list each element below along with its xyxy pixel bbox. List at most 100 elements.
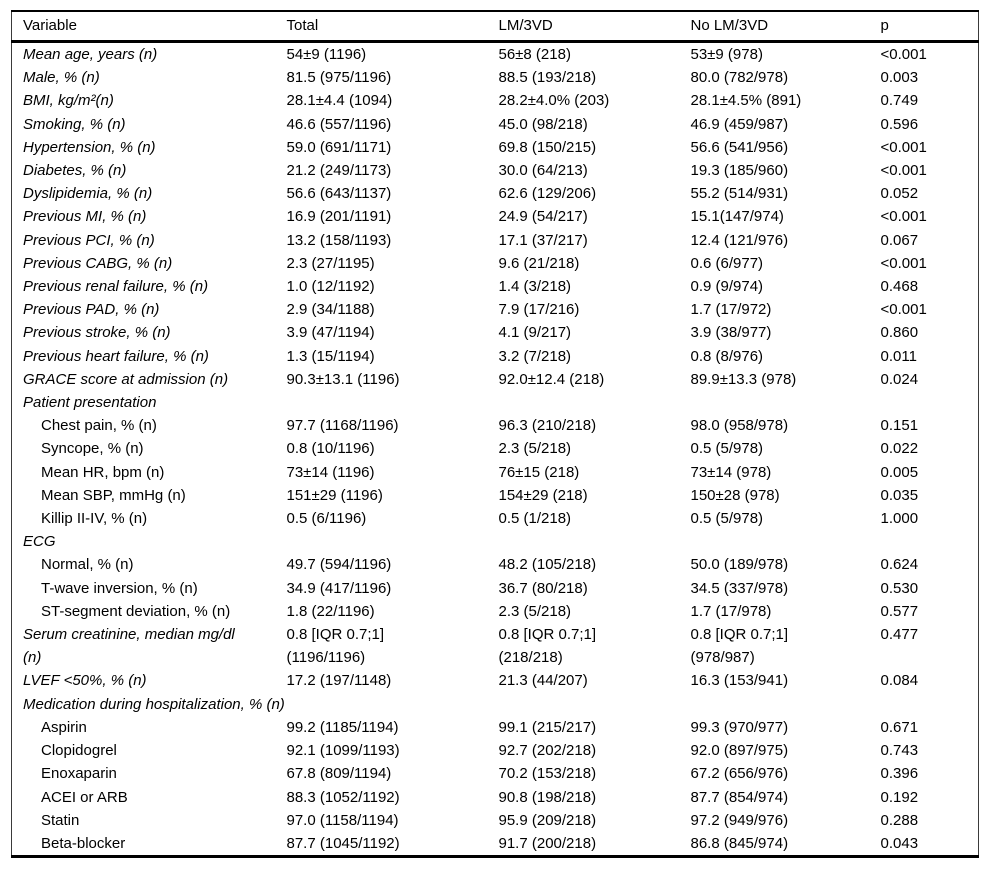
table-row: Aspirin 99.2 (1185/1194) 99.1 (215/217) … xyxy=(12,716,979,739)
total-cell: 1.0 (12/1192) xyxy=(286,278,375,296)
p-cell: 0.624 xyxy=(880,556,919,574)
table-row: Syncope, % (n) 0.8 (10/1196) 2.3 (5/218)… xyxy=(12,437,979,460)
table-row: Beta-blocker 87.7 (1045/1192) 91.7 (200/… xyxy=(11,832,979,857)
p-cell: 1.000 xyxy=(880,510,919,528)
total-cell: 99.2 (1185/1194) xyxy=(286,718,399,736)
total-cell: 54±9 (1196) xyxy=(286,46,367,63)
variable-cell: Clopidogrel xyxy=(41,742,117,760)
p-cell: <0.001 xyxy=(880,46,927,63)
lm3vd-cell: 7.9 (17/216) xyxy=(498,301,580,319)
table-row: Medication during hospitalization, % (n) xyxy=(12,693,979,716)
no-lm3vd-cell: 34.5 (337/978) xyxy=(690,579,789,597)
total-cell: 56.6 (643/1137) xyxy=(286,185,392,203)
total-cell: 49.7 (594/1196) xyxy=(286,556,392,574)
no-lm3vd-cell: 87.7 (854/974) xyxy=(690,788,789,806)
table-container: Variable Total LM/3VD No LM/3VD p Mean a… xyxy=(11,10,979,859)
no-lm3vd-cell: 67.2 (656/976) xyxy=(690,765,789,783)
variable-cell: Normal, % (n) xyxy=(41,556,134,574)
p-cell: 0.749 xyxy=(880,92,919,110)
variable-cell: Syncope, % (n) xyxy=(41,440,144,458)
total-cell: 28.1±4.4 (1094) xyxy=(286,92,393,110)
p-cell: 0.288 xyxy=(880,811,919,829)
lm3vd-cell xyxy=(499,530,691,553)
variable-cell: LVEF <50%, % (n) xyxy=(23,672,147,690)
lm3vd-cell: 24.9 (54/217) xyxy=(498,208,588,226)
table-row: T-wave inversion, % (n) 34.9 (417/1196) … xyxy=(12,577,979,600)
p-cell xyxy=(881,391,979,414)
lm3vd-cell: 154±29 (218) xyxy=(498,486,588,504)
variable-cell: Killip II-IV, % (n) xyxy=(41,510,148,528)
variable-cell: GRACE score at admission (n) xyxy=(23,370,229,388)
table-row: Smoking, % (n) 46.6 (557/1196) 45.0 (98/… xyxy=(12,113,979,136)
no-lm3vd-cell: 86.8 (845/974) xyxy=(690,834,789,852)
lm3vd-cell: 69.8 (150/215) xyxy=(498,138,597,156)
table-row: BMI, kg/m²(n) 28.1±4.4 (1094) 28.2±4.0% … xyxy=(12,89,979,112)
p-cell: 0.084 xyxy=(880,672,919,690)
total-cell xyxy=(287,391,499,414)
total-cell: 0.8 [IQR 0.7;1] (1196/1196) xyxy=(286,626,385,667)
no-lm3vd-cell: 19.3 (185/960) xyxy=(690,162,789,180)
col-header-p: p xyxy=(880,17,889,34)
no-lm3vd-cell: 55.2 (514/931) xyxy=(690,185,789,203)
p-cell: 0.477 xyxy=(880,626,919,644)
total-cell: 73±14 (1196) xyxy=(286,463,375,481)
variable-cell: Aspirin xyxy=(41,718,87,736)
lm3vd-cell xyxy=(499,391,691,414)
no-lm3vd-cell: 28.1±4.5% (891) xyxy=(690,92,802,110)
no-lm3vd-cell: 97.2 (949/976) xyxy=(690,811,789,829)
lm3vd-cell: 17.1 (37/217) xyxy=(498,231,588,249)
lm3vd-cell: 48.2 (105/218) xyxy=(498,556,597,574)
table-row: Previous renal failure, % (n) 1.0 (12/11… xyxy=(12,275,979,298)
lm3vd-cell: 92.0±12.4 (218) xyxy=(498,370,605,388)
total-cell: 21.2 (249/1173) xyxy=(286,162,392,180)
no-lm3vd-cell: 12.4 (121/976) xyxy=(690,231,789,249)
table-row: ACEI or ARB 88.3 (1052/1192) 90.8 (198/2… xyxy=(12,786,979,809)
p-cell: 0.067 xyxy=(880,231,919,249)
table-row: Mean age, years (n) 54±9 (1196) 56±8 (21… xyxy=(12,42,979,67)
baseline-characteristics-table: Variable Total LM/3VD No LM/3VD p Mean a… xyxy=(11,10,979,859)
no-lm3vd-cell: 1.7 (17/978) xyxy=(690,602,772,620)
total-cell: 17.2 (197/1148) xyxy=(286,672,392,690)
no-lm3vd-cell xyxy=(691,693,881,716)
p-cell: 0.005 xyxy=(880,463,919,481)
table-row: Previous stroke, % (n) 3.9 (47/1194) 4.1… xyxy=(12,321,979,344)
no-lm3vd-cell: 0.5 (5/978) xyxy=(690,510,764,528)
total-cell: 1.3 (15/1194) xyxy=(286,347,375,365)
table-row: Mean SBP, mmHg (n) 151±29 (1196) 154±29 … xyxy=(12,484,979,507)
table-row: Patient presentation xyxy=(12,391,979,414)
lm3vd-cell xyxy=(499,693,691,716)
total-cell: 67.8 (809/1194) xyxy=(286,765,392,783)
no-lm3vd-cell: 0.9 (9/974) xyxy=(690,278,764,296)
variable-cell: Medication during hospitalization, % (n) xyxy=(23,695,285,713)
total-cell: 0.8 (10/1196) xyxy=(286,440,375,458)
p-cell xyxy=(881,530,979,553)
variable-cell: Previous heart failure, % (n) xyxy=(23,347,209,365)
no-lm3vd-cell: 98.0 (958/978) xyxy=(690,417,789,435)
p-cell xyxy=(881,693,979,716)
variable-cell: Previous stroke, % (n) xyxy=(23,324,171,342)
lm3vd-cell: 30.0 (64/213) xyxy=(498,162,588,180)
total-cell: 16.9 (201/1191) xyxy=(286,208,392,226)
lm3vd-cell: 96.3 (210/218) xyxy=(498,417,597,435)
total-cell: 34.9 (417/1196) xyxy=(286,579,392,597)
lm3vd-cell: 90.8 (198/218) xyxy=(498,788,597,806)
lm3vd-cell: 62.6 (129/206) xyxy=(498,185,597,203)
table-row: Chest pain, % (n) 97.7 (1168/1196) 96.3 … xyxy=(12,414,979,437)
no-lm3vd-cell: 56.6 (541/956) xyxy=(690,138,789,156)
no-lm3vd-cell: 92.0 (897/975) xyxy=(690,742,789,760)
no-lm3vd-cell: 16.3 (153/941) xyxy=(690,672,789,690)
lm3vd-cell: 92.7 (202/218) xyxy=(498,742,597,760)
lm3vd-cell: 36.7 (80/218) xyxy=(498,579,588,597)
p-cell: 0.043 xyxy=(880,834,919,852)
no-lm3vd-cell: 15.1(147/974) xyxy=(690,208,784,226)
p-cell: 0.743 xyxy=(880,742,919,760)
variable-cell: Diabetes, % (n) xyxy=(23,162,127,180)
no-lm3vd-cell: 0.6 (6/977) xyxy=(690,254,764,272)
variable-cell: Serum creatinine, median mg/dl (n) xyxy=(23,626,235,667)
total-cell xyxy=(287,693,499,716)
table-row: Dyslipidemia, % (n) 56.6 (643/1137) 62.6… xyxy=(12,182,979,205)
lm3vd-cell: 76±15 (218) xyxy=(498,463,580,481)
lm3vd-cell: 1.4 (3/218) xyxy=(498,278,572,296)
p-cell: <0.001 xyxy=(880,138,927,156)
p-cell: 0.860 xyxy=(880,324,919,342)
